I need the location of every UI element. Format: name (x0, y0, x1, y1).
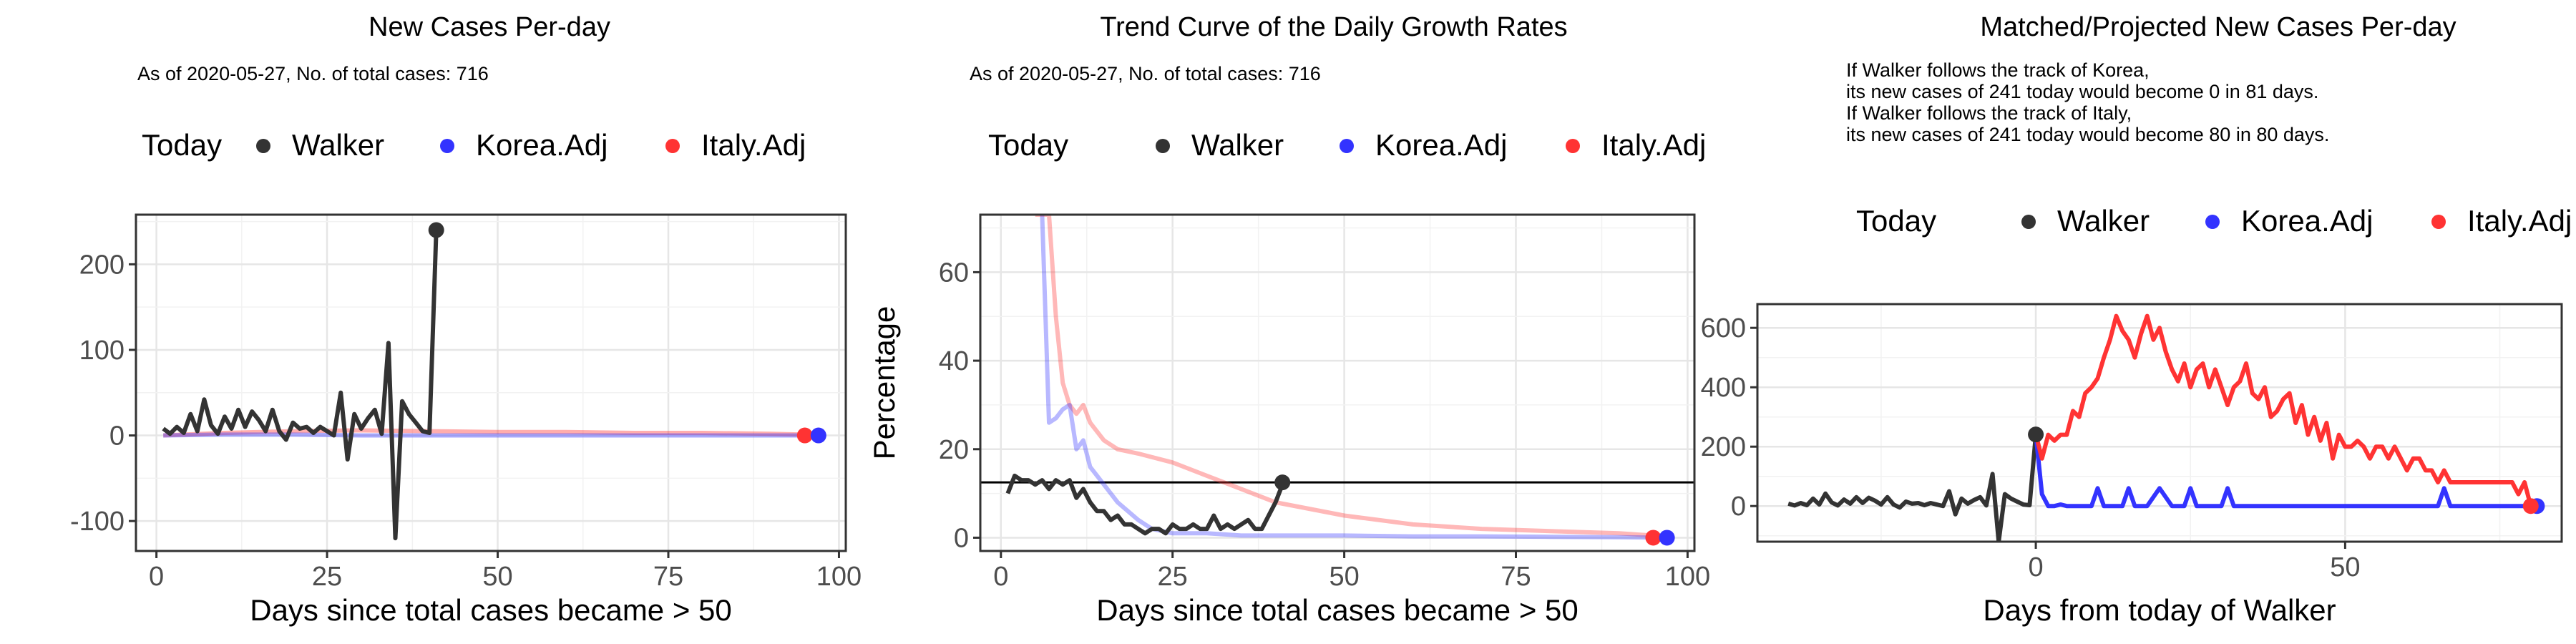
y-tick-label: -100 (70, 507, 125, 537)
x-tick-label: 0 (993, 562, 1008, 592)
x-tick-label: 50 (482, 562, 512, 592)
legend-title: Today (142, 128, 222, 162)
today-point-walker (2028, 426, 2044, 443)
series-group (162, 230, 819, 541)
legend-label: Italy.Adj (1601, 128, 1706, 162)
chart-title: New Cases Per-day (369, 12, 610, 42)
chart-panel-1: New Cases Per-day As of 2020-05-27, No. o… (70, 12, 862, 627)
panel-border (135, 213, 847, 552)
series-line-italy-adj (2034, 313, 2533, 507)
x-axis-label: Days since total cases became > 50 (1096, 593, 1579, 627)
legend-key-walker (2021, 215, 2036, 229)
series-line-walker (1787, 434, 2039, 542)
x-tick-label: 50 (1329, 562, 1359, 592)
chart-title: Matched/Projected New Cases Per-day (1980, 12, 2456, 42)
x-tick-label: 75 (1501, 562, 1531, 592)
chart-title: Trend Curve of the Daily Growth Rates (1100, 12, 1567, 42)
x-axis-label: Days since total cases became > 50 (250, 593, 732, 627)
legend-key-korea-adj (1340, 139, 1354, 153)
x-tick-label: 0 (149, 562, 164, 592)
x-tick-label: 100 (1665, 562, 1710, 592)
x-axis-label: Days from today of Walker (1983, 593, 2336, 627)
legend-label: Korea.Adj (2241, 204, 2373, 238)
today-point-korea-adj (810, 427, 826, 444)
y-tick-label: 60 (939, 258, 969, 288)
legend-key-italy-adj (665, 139, 680, 153)
chart-panel-3: Matched/Projected New Cases Per-day If Wa… (1701, 12, 2572, 627)
x-tick-label: 25 (1158, 562, 1188, 592)
legend-label: Italy.Adj (2467, 204, 2572, 238)
legend-key-korea-adj (2205, 215, 2220, 229)
x-tick-label: 0 (2029, 552, 2044, 582)
series-line-korea-adj (1040, 215, 1667, 540)
legend-label: Korea.Adj (476, 128, 608, 162)
today-point-korea-adj (1659, 530, 1675, 546)
y-tick-label: 0 (109, 421, 125, 452)
series-line-korea-adj (163, 432, 819, 438)
y-tick-label: 40 (939, 346, 969, 376)
legend-key-italy-adj (1566, 139, 1580, 153)
series-line-italy-adj (163, 428, 805, 438)
series-group (1005, 215, 1667, 540)
legend-key-walker (1156, 139, 1170, 153)
series-line-walker (162, 230, 439, 541)
legend-title: Today (1856, 204, 1936, 238)
today-point-walker (1274, 474, 1291, 491)
y-tick-label: 0 (954, 523, 969, 553)
legend-key-korea-adj (440, 139, 454, 153)
today-point-italy-adj (2522, 498, 2539, 514)
y-tick-label: 200 (1701, 432, 1746, 462)
x-tick-label: 50 (2330, 552, 2360, 582)
series-line-walker (1005, 473, 1284, 536)
y-axis-label: Percentage (867, 306, 901, 460)
y-tick-label: 100 (79, 336, 125, 366)
panel-border (979, 213, 1696, 552)
gridlines (136, 215, 846, 551)
series-group (1787, 313, 2533, 542)
series-line-korea-adj (2034, 434, 2531, 509)
chart-subtitle-line: If Walker follows the track of Italy, (1846, 102, 2132, 124)
legend-label: Italy.Adj (701, 128, 806, 162)
gridlines (1757, 304, 2562, 542)
legend-label: Walker (292, 128, 384, 162)
x-tick-label: 25 (312, 562, 342, 592)
today-point-italy-adj (796, 427, 813, 444)
chart-subtitle-line: As of 2020-05-27, No. of total cases: 71… (970, 63, 1321, 84)
legend-key-italy-adj (2431, 215, 2446, 229)
y-tick-label: 0 (1731, 492, 1746, 522)
y-tick-label: 200 (79, 250, 125, 280)
chart-subtitle-line: If Walker follows the track of Korea, (1846, 59, 2150, 81)
chart-subtitle-line: its new cases of 241 today would become … (1846, 124, 2329, 145)
chart-subtitle-line: its new cases of 241 today would become … (1846, 81, 2318, 102)
legend-label: Walker (1191, 128, 1284, 162)
x-tick-label: 75 (653, 562, 683, 592)
y-tick-label: 400 (1701, 373, 1746, 403)
legend-label: Korea.Adj (1375, 128, 1507, 162)
x-tick-label: 100 (816, 562, 862, 592)
y-tick-label: 20 (939, 435, 969, 465)
series-line-italy-adj (1035, 215, 1654, 538)
chart-panel-2: Trend Curve of the Daily Growth Rates As … (867, 12, 1710, 627)
today-point-walker (428, 222, 444, 238)
y-tick-label: 600 (1701, 313, 1746, 343)
panel-border (1756, 303, 2563, 543)
legend-key-walker (256, 139, 270, 153)
legend-title: Today (988, 128, 1068, 162)
chart-subtitle-line: As of 2020-05-27, No. of total cases: 71… (137, 63, 489, 84)
today-point-italy-adj (1645, 530, 1662, 546)
legend-label: Walker (2057, 204, 2150, 238)
